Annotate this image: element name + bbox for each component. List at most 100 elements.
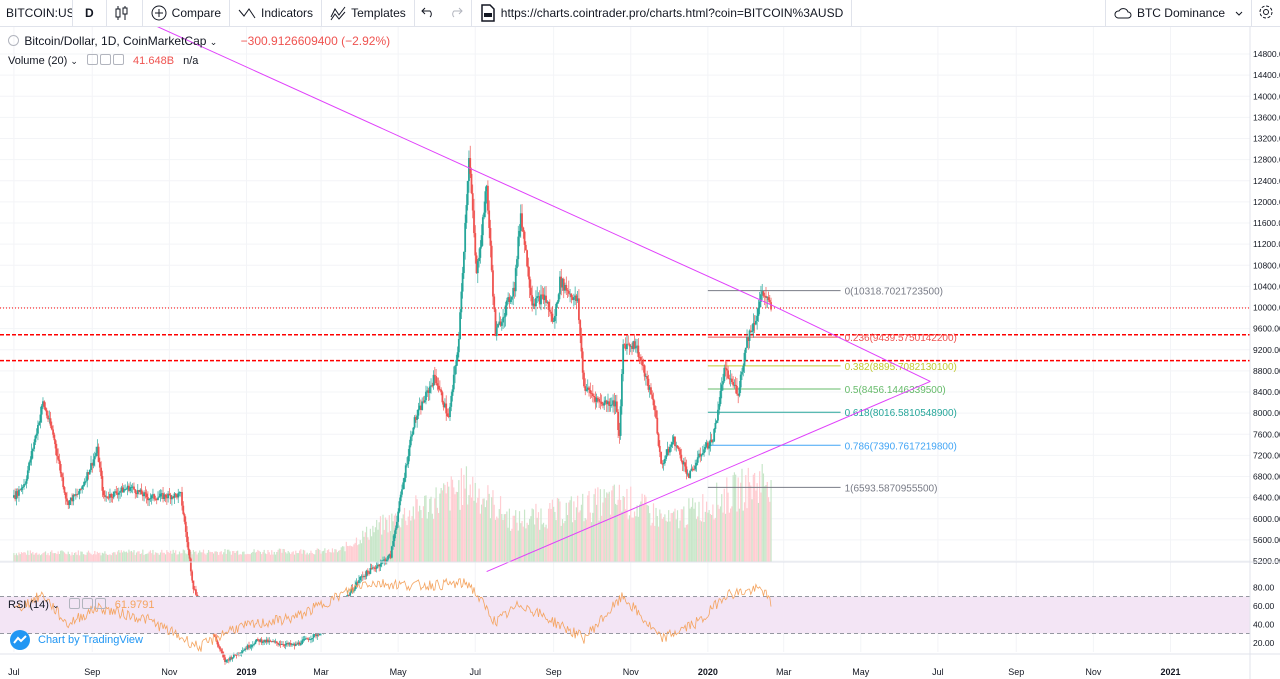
candle-body — [589, 389, 592, 394]
share-url[interactable]: https://charts.cointrader.pro/charts.htm… — [472, 0, 853, 26]
undo-button[interactable] — [415, 0, 441, 26]
volume-bar — [747, 467, 749, 562]
eye-icon[interactable] — [86, 54, 98, 65]
candle-body — [42, 401, 44, 406]
volume-bar — [692, 497, 694, 562]
volume-bar — [432, 519, 435, 562]
candle-body — [160, 493, 163, 495]
chevron-down-icon[interactable]: ⌄ — [52, 600, 60, 610]
candle-body — [470, 173, 473, 194]
candle-body — [595, 397, 598, 402]
volume-bar — [480, 504, 483, 562]
price-tick-label: 6000.00 — [1253, 514, 1280, 524]
volume-bar — [376, 519, 378, 562]
volume-bar — [484, 507, 486, 562]
candle-body — [125, 488, 128, 490]
volume-bar — [613, 484, 615, 562]
candle-body — [79, 488, 82, 490]
volume-bar — [719, 506, 722, 562]
volume-bar — [589, 512, 591, 562]
volume-bar — [655, 507, 657, 562]
eye-icon[interactable] — [68, 598, 80, 609]
candle-body — [287, 642, 290, 645]
volume-bar — [166, 550, 168, 562]
volume-bar — [391, 513, 393, 562]
volume-bar — [171, 553, 173, 562]
trendlines[interactable] — [148, 27, 931, 573]
chevron-down-icon[interactable]: ⌄ — [70, 56, 78, 66]
candle-body — [107, 497, 110, 499]
candle-body — [34, 435, 37, 443]
candle-body — [600, 401, 603, 405]
candle-body — [768, 300, 771, 303]
symbol-search[interactable]: BITCOIN:USD — [0, 0, 73, 26]
candle-body — [490, 245, 493, 271]
candle-body — [727, 370, 729, 379]
dominance-button[interactable]: BTC Dominance — [1104, 0, 1251, 26]
volume-bar — [506, 511, 508, 562]
rsi-line — [13, 577, 772, 652]
candle-body — [92, 459, 95, 466]
volume-bar — [244, 554, 246, 562]
volume-bar — [65, 553, 67, 562]
candle-body — [500, 322, 503, 326]
candle-body — [378, 564, 381, 567]
chart-title[interactable]: Bitcoin/Dollar, 1D, CoinMarketCap — [24, 34, 207, 48]
candle-body — [614, 401, 617, 407]
candle-body — [130, 487, 133, 488]
price-chart[interactable]: 9990.79485.18994.9 0(10318.7021723500) 0.… — [0, 27, 1280, 679]
candle-body — [262, 642, 264, 643]
volume-bar — [362, 530, 364, 562]
volume-bar — [736, 511, 738, 562]
volume-bar — [111, 552, 114, 562]
close-icon[interactable] — [112, 54, 124, 65]
volume-bar — [641, 493, 643, 562]
fibonacci-retracement[interactable]: 0(10318.7021723500) 0.236(9439.5750142200… — [707, 287, 957, 495]
volume-bar — [412, 506, 414, 562]
volume-bar — [309, 553, 311, 562]
volume-bar — [397, 513, 399, 562]
price-tick-label: 12400.00 — [1253, 176, 1280, 186]
candle-body — [105, 496, 108, 498]
volume-bar — [508, 508, 510, 562]
candle-body — [725, 368, 728, 371]
chevron-down-icon[interactable]: ⌄ — [209, 37, 218, 47]
candle-body — [412, 427, 415, 435]
interval-button[interactable]: D — [73, 0, 107, 26]
collapse-icon[interactable] — [8, 35, 19, 46]
candle-body — [446, 413, 449, 417]
candle-body — [120, 487, 123, 492]
candle-body — [431, 385, 434, 387]
volume-bar — [269, 554, 272, 562]
candle-body — [239, 652, 242, 654]
indicators-button[interactable]: Indicators — [230, 0, 323, 26]
tradingview-branding[interactable]: Chart by TradingView — [10, 630, 143, 650]
settings-button[interactable] — [1251, 0, 1280, 26]
settings-icon[interactable] — [81, 598, 93, 609]
volume-bar — [491, 497, 493, 562]
close-icon[interactable] — [94, 598, 106, 609]
rsi-label[interactable]: RSI (14) — [8, 599, 49, 611]
candle-body — [169, 495, 172, 500]
volume-bar — [498, 509, 500, 562]
price-tick-label: 11600.00 — [1253, 218, 1280, 228]
candle-body — [709, 439, 712, 447]
volume-bar — [307, 554, 310, 562]
chart-style-button[interactable] — [107, 0, 143, 26]
settings-icon[interactable] — [99, 54, 111, 65]
volume-bar — [578, 512, 580, 562]
candle-body — [689, 470, 692, 478]
templates-button[interactable]: Templates — [322, 0, 415, 26]
volume-bar — [721, 494, 723, 562]
time-tick-label: 2021 — [1160, 667, 1180, 677]
compare-button[interactable]: Compare — [143, 0, 231, 26]
candle-body — [389, 554, 392, 558]
volume-bar — [444, 484, 446, 562]
volume-bar — [689, 508, 691, 562]
candle-body — [440, 389, 443, 393]
redo-button[interactable] — [441, 0, 472, 26]
candle-body — [541, 294, 544, 296]
volume-bar — [266, 554, 268, 562]
candle-body — [237, 652, 240, 654]
volume-label[interactable]: Volume (20) — [8, 55, 68, 67]
